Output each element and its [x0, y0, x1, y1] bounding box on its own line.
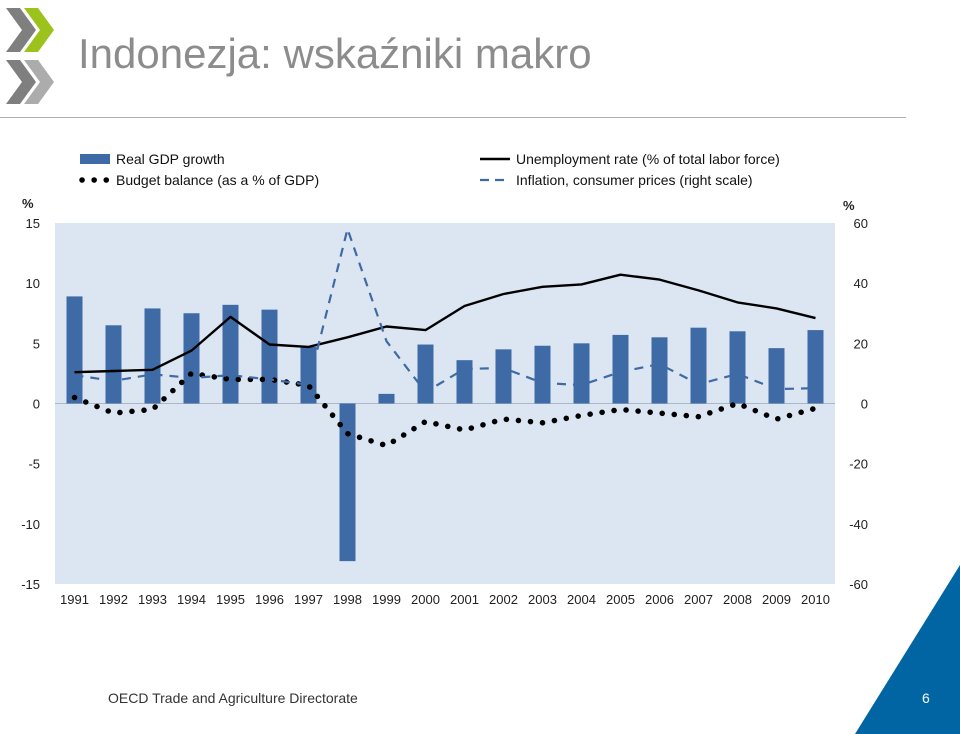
x-tick-label: 2008 [723, 592, 752, 607]
left-axis-unit: % [22, 196, 34, 211]
gdp-bar [456, 360, 473, 404]
left-tick-label: 0 [33, 397, 40, 412]
left-tick-label: -10 [21, 517, 40, 532]
unemployment-line [74, 273, 816, 374]
gdp-bar [612, 334, 629, 404]
legend-swatch-gdp [80, 154, 110, 164]
right-tick-label: 20 [854, 336, 868, 351]
legend-label: Inflation, consumer prices (right scale) [516, 172, 753, 188]
right-tick-label: -40 [849, 517, 868, 532]
right-tick-label: 40 [854, 276, 868, 291]
x-tick-label: 1998 [333, 592, 362, 607]
gdp-bar [144, 308, 161, 404]
x-tick-label: 1993 [138, 592, 167, 607]
x-tick-label: 1995 [216, 592, 245, 607]
x-tick-label: 2003 [528, 592, 557, 607]
gdp-bar [183, 313, 200, 404]
x-tick-label: 1997 [294, 592, 323, 607]
footer-text: OECD Trade and Agriculture Directorate [108, 690, 358, 706]
slide-title: Indonezja: wskaźniki makro [78, 30, 592, 77]
gdp-bar [339, 403, 356, 562]
gdp-bar [417, 344, 434, 404]
legend-label: Unemployment rate (% of total labor forc… [516, 151, 780, 167]
gdp-bar [807, 330, 824, 404]
right-tick-label: -20 [849, 457, 868, 472]
oecd-logo [6, 8, 54, 104]
x-tick-label: 1996 [255, 592, 284, 607]
gdp-bar [261, 309, 278, 404]
legend-label: Budget balance (as a % of GDP) [116, 172, 319, 188]
x-tick-label: 2009 [762, 592, 791, 607]
left-tick-label: 10 [26, 276, 40, 291]
gdp-bar [768, 348, 785, 404]
gdp-bar [66, 296, 83, 404]
right-tick-label: 60 [854, 216, 868, 231]
gdp-bar [534, 345, 551, 404]
x-tick-label: 2004 [567, 592, 596, 607]
x-tick-label: 2000 [411, 592, 440, 607]
x-tick-label: 2002 [489, 592, 518, 607]
gdp-bar [729, 331, 746, 404]
title-divider [0, 117, 906, 118]
gdp-bar [300, 346, 317, 404]
right-tick-label: -60 [849, 577, 868, 592]
left-tick-label: 15 [26, 216, 40, 231]
left-tick-label: -15 [21, 577, 40, 592]
gdp-bar [378, 393, 395, 404]
gdp-bar [690, 327, 707, 404]
x-tick-label: 2001 [450, 592, 479, 607]
x-tick-label: 1999 [372, 592, 401, 607]
x-tick-label: 2007 [684, 592, 713, 607]
gdp-bar [105, 325, 122, 404]
x-tick-label: 2010 [801, 592, 830, 607]
gdp-bar [573, 343, 590, 404]
x-tick-label: 2006 [645, 592, 674, 607]
left-tick-label: -5 [28, 457, 40, 472]
gdp-bar [651, 337, 668, 404]
x-tick-label: 1994 [177, 592, 206, 607]
right-axis-unit: % [843, 198, 855, 213]
legend-label: Real GDP growth [116, 151, 225, 167]
gdp-bar [495, 349, 512, 404]
x-tick-label: 1991 [60, 592, 89, 607]
page-number: 6 [922, 690, 930, 706]
x-tick-label: 1992 [99, 592, 128, 607]
x-tick-label: 2005 [606, 592, 635, 607]
left-tick-label: 5 [33, 336, 40, 351]
right-tick-label: 0 [861, 397, 868, 412]
